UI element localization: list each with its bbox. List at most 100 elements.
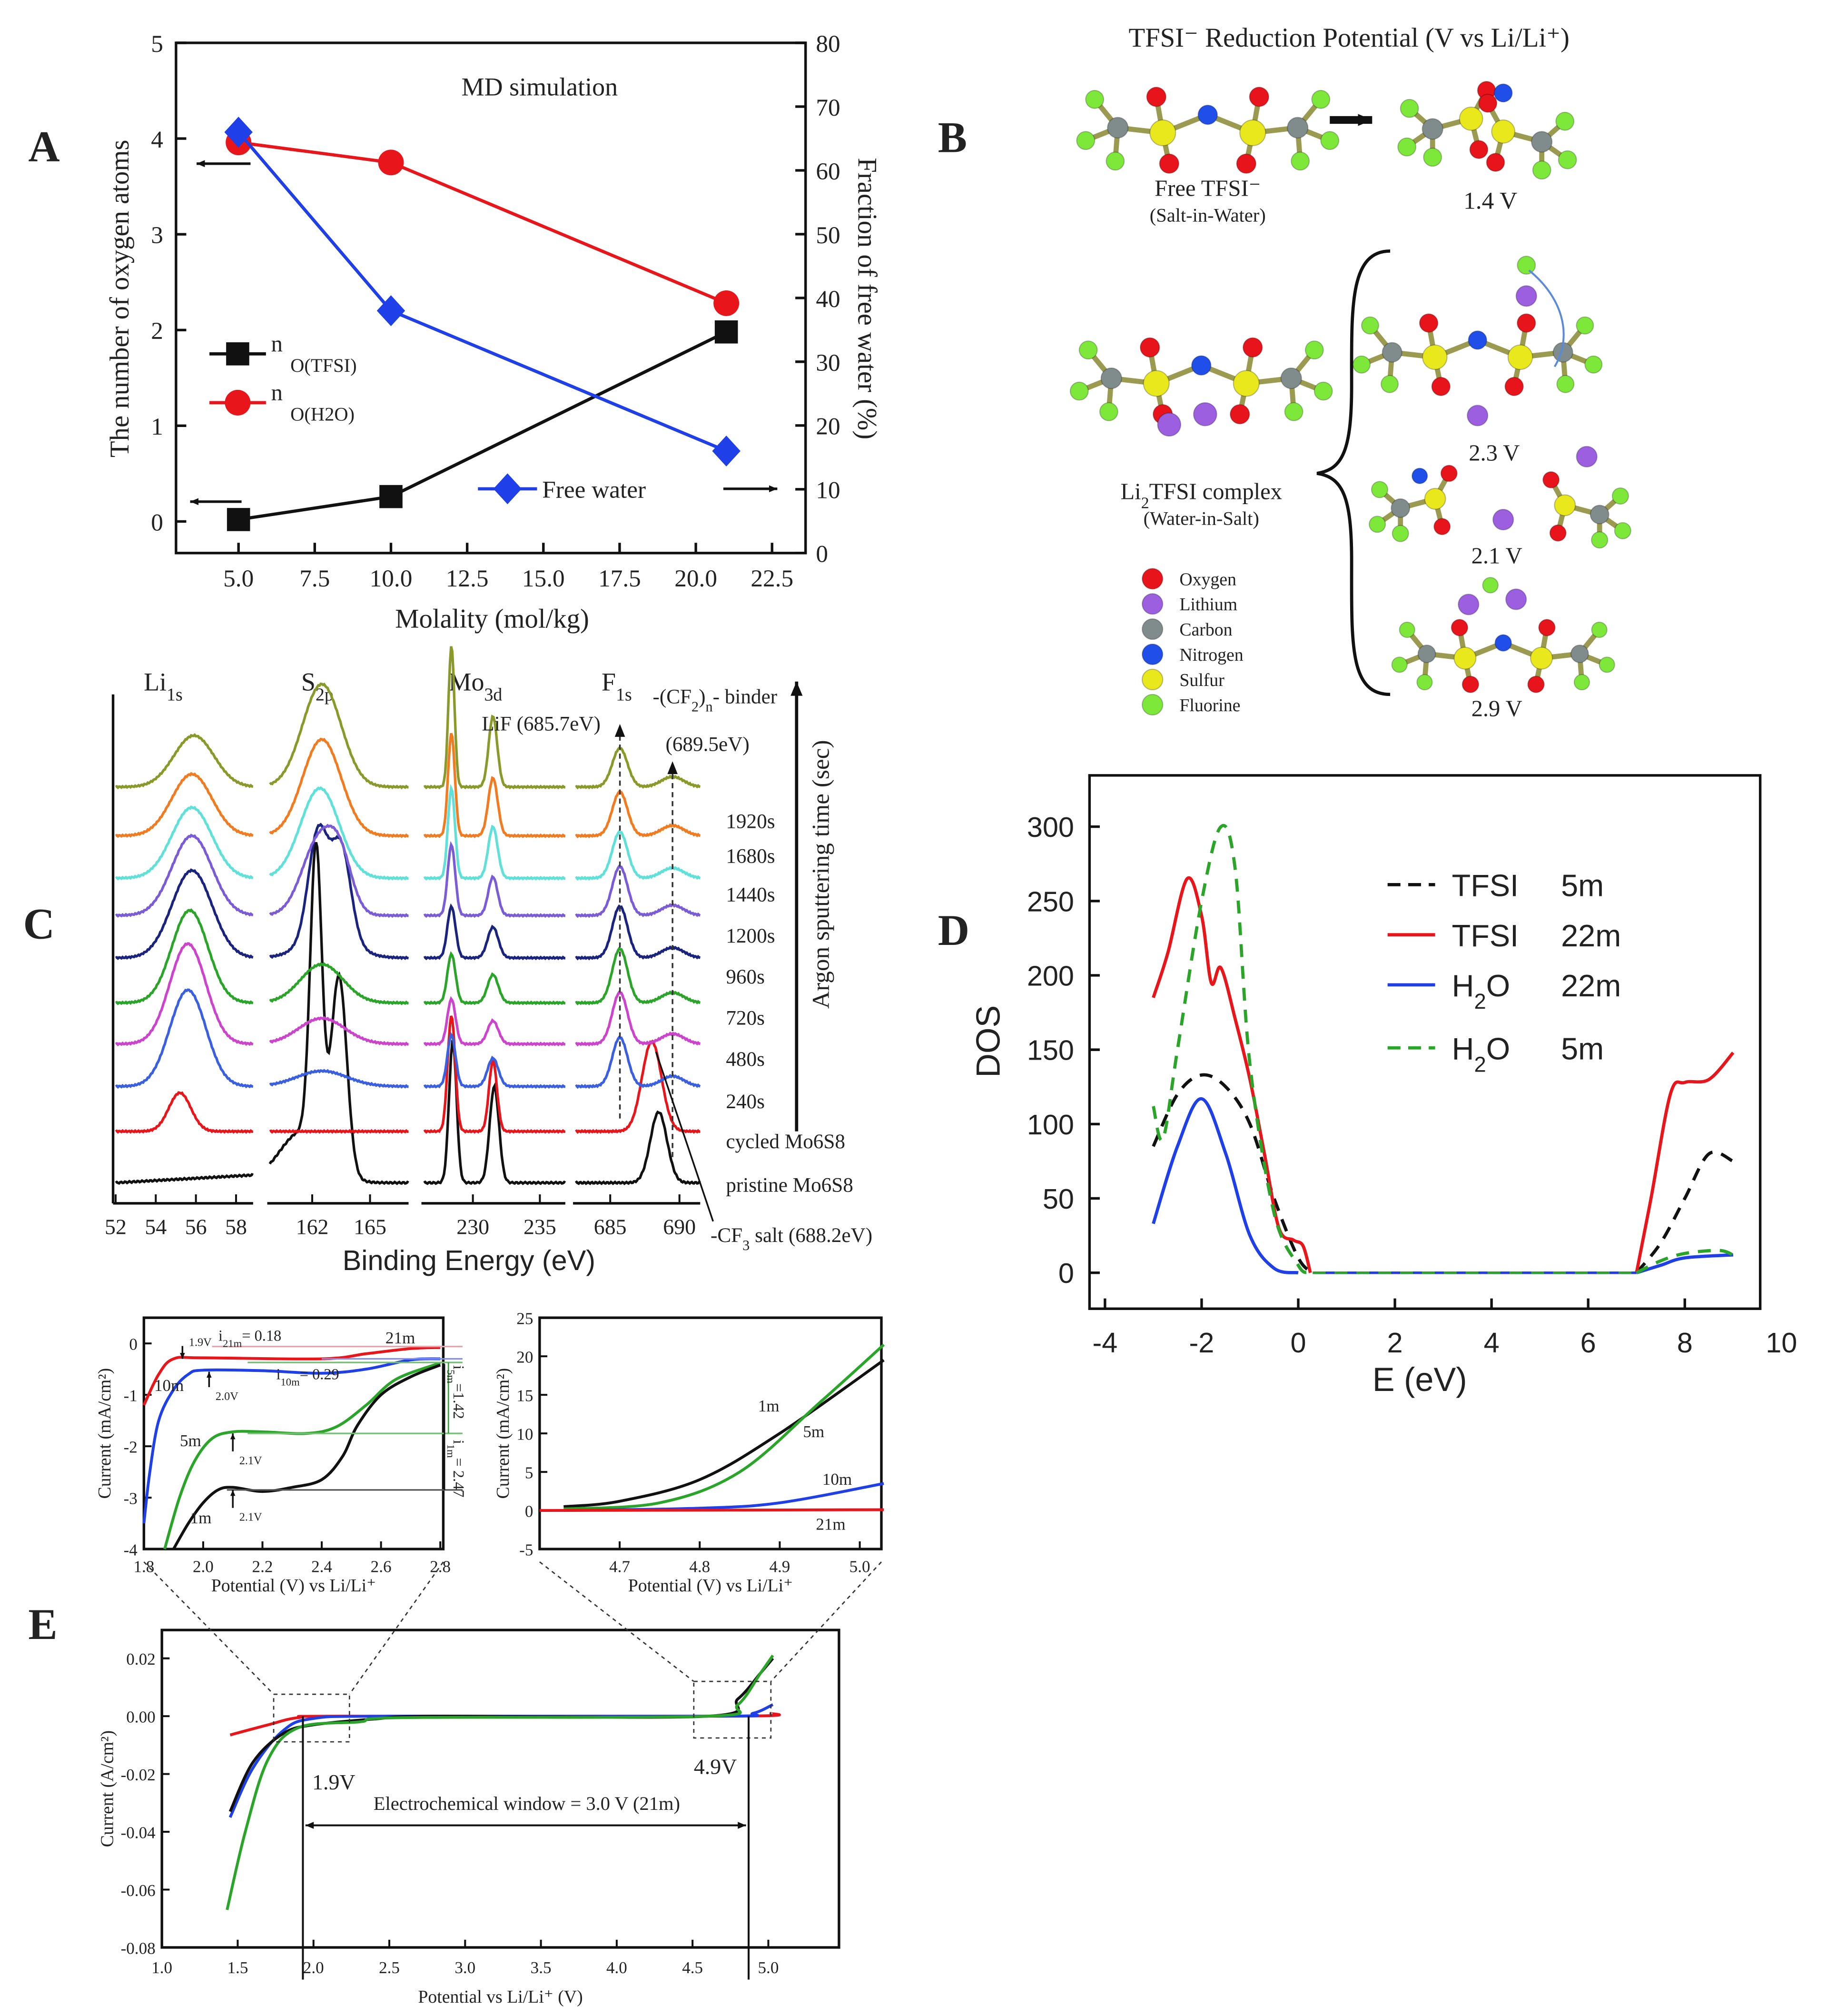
fluorine-atom: [1076, 131, 1096, 150]
spectrum-region-title: F1s: [602, 668, 632, 705]
lif-annotation: LiF (685.7eV): [482, 713, 601, 735]
fluorine-atom: [1591, 531, 1609, 549]
cf3-annotation-part: salt (688.2eV): [750, 1224, 872, 1247]
electrochemical-window-label-part: Electrochemical window = 3.0 V (21m): [374, 1793, 680, 1814]
curve-label: 21m: [385, 1329, 415, 1347]
legend-concentration: 22m: [1561, 968, 1621, 1003]
y-tick-label-part: 25: [516, 1310, 533, 1328]
oxygen-atom: [1527, 675, 1545, 694]
legend-label-part: Free water: [542, 477, 646, 504]
fluorine-atom: [1369, 516, 1386, 533]
spectrum-trace: [115, 1172, 254, 1185]
carbon-atom: [1100, 367, 1122, 389]
zoom-region-box: [693, 1680, 772, 1739]
onset-label-part: 2.1V: [239, 1454, 262, 1467]
fluorine-atom: [1311, 89, 1331, 109]
x-tick-label: 15.0: [522, 565, 565, 592]
y-axis-label-part: Current (A/cm²): [98, 1730, 118, 1847]
x-tick-label: 165: [354, 1215, 386, 1239]
y-tick-label: 100: [1027, 1109, 1074, 1141]
x-tick-label: 52: [105, 1215, 127, 1239]
y-tick-label: 20: [516, 1348, 533, 1367]
spectrum-trace: [575, 904, 701, 961]
panel-b-title: TFSI⁻ Reduction Potential (V vs Li/Li⁺): [1129, 23, 1570, 53]
fluorine-atom: [1085, 89, 1105, 109]
x-axis-label-part: Molality (mol/kg): [395, 604, 589, 634]
carbon-atom: [1280, 367, 1302, 389]
onset-label: 2.1V: [239, 1511, 262, 1524]
spectrum-trace: [575, 1035, 701, 1089]
y-axis-label-part: Current (mA/cm²): [95, 1368, 115, 1499]
curve-label-part: 21m: [385, 1329, 415, 1347]
legend-atom-icon: [1141, 568, 1164, 590]
fluorine-atom: [1380, 375, 1399, 393]
current-difference-label-part: 21m: [223, 1337, 242, 1349]
y-tick-label-part: -5: [519, 1541, 533, 1559]
dos-curve-3: [1152, 824, 1309, 1274]
spectrum-trace: [423, 646, 565, 790]
x-tick-label: 12.5: [446, 565, 489, 592]
curve-label-part: 10m: [154, 1376, 184, 1395]
current-curve-1m: [563, 1359, 885, 1508]
x-axis-label: Potential vs Li/Li⁺ (V): [418, 1987, 583, 2007]
x-axis-label: Molality (mol/kg): [395, 604, 589, 634]
free-tfsi-label-part: Free TFSI⁻: [1155, 175, 1261, 201]
spectrum-trace: [575, 1039, 701, 1134]
panel-e: 1.8 2.0 2.2 2.4 2.6 2.8 0 -1 -2 -3 -4 Potential (V)…: [95, 1310, 885, 2007]
y-axis-label-part: The number of oxygen atoms: [105, 140, 135, 458]
spectrum-trace: [423, 784, 565, 881]
x-tick-label-part: 15.0: [522, 565, 565, 592]
x-tick-label: 4.0: [606, 1958, 627, 1977]
y2-tick-label: 60: [816, 158, 840, 185]
oxygen-atom: [1433, 518, 1451, 536]
binder-annotation-part: -(CF: [652, 686, 691, 708]
row-label: cycled Mo6S8: [726, 1131, 845, 1153]
x-tick-label: 162: [296, 1215, 329, 1239]
dos-curve-2: [1152, 1097, 1299, 1275]
y2-tick-label: 70: [816, 94, 840, 121]
chart-title: MD simulation: [462, 73, 618, 101]
current-difference-label-part: i: [276, 1366, 280, 1383]
potential-label: 1.4 V: [1463, 187, 1517, 214]
x-tick-label-part: 2: [1387, 1327, 1403, 1359]
y2-tick-label: 0: [816, 541, 828, 568]
x-tick-label-part: 4.5: [682, 1958, 703, 1977]
legend-label: TFSI: [1452, 868, 1519, 903]
left-axis-arrow-icon-head: [197, 160, 205, 168]
potential-label-part: 2.1 V: [1471, 543, 1522, 568]
y2-tick-label-part: 30: [816, 349, 840, 377]
plot-frame-E: [160, 1629, 840, 1949]
fluorine-atom: [1361, 316, 1380, 335]
binder-energy-annotation: (689.5eV): [665, 734, 749, 756]
y-tick-label-part: -0.04: [121, 1824, 156, 1842]
carbon-atom: [1382, 342, 1402, 363]
sulfur-atom: [1239, 119, 1266, 147]
nitrogen-atom: [1191, 355, 1212, 376]
plot-frame-d: [1088, 774, 1762, 1310]
y2-tick-label: 80: [816, 30, 840, 58]
x-tick-label: 22.5: [751, 565, 793, 592]
water-in-salt-label-part: (Water-in-Salt): [1144, 507, 1259, 529]
panel-label-a: A: [28, 122, 59, 170]
spectrum-region-title-part: 1s: [167, 685, 183, 705]
y-tick-label-part: 0.02: [126, 1650, 155, 1668]
x-tick-label: 4.5: [682, 1958, 703, 1977]
x-tick-label: 4.8: [689, 1558, 710, 1576]
x-tick-label-part: 8: [1677, 1327, 1693, 1359]
lithium-atom: [1505, 588, 1527, 610]
cf3-pointer-line: [655, 1051, 714, 1222]
x-tick-label: 2.4: [311, 1558, 332, 1576]
spectrum-region-title-part: F: [602, 668, 616, 696]
x-tick-label: 7.5: [299, 565, 330, 592]
y-tick-label: -5: [519, 1541, 533, 1559]
onset-label: 1.9V: [189, 1336, 212, 1349]
x-tick-label: 0: [1290, 1327, 1306, 1359]
x-tick-label: -2: [1189, 1327, 1215, 1359]
binder-annotation-part: n: [706, 699, 713, 715]
sulfur-atom: [1453, 646, 1477, 670]
spectrum-trace: [575, 746, 701, 790]
row-label-part: 960s: [726, 966, 765, 988]
x-axis-label-part: E (eV): [1373, 1361, 1467, 1398]
spectrum-trace: [423, 841, 565, 918]
x-tick-label-part: 2.0: [303, 1958, 324, 1977]
